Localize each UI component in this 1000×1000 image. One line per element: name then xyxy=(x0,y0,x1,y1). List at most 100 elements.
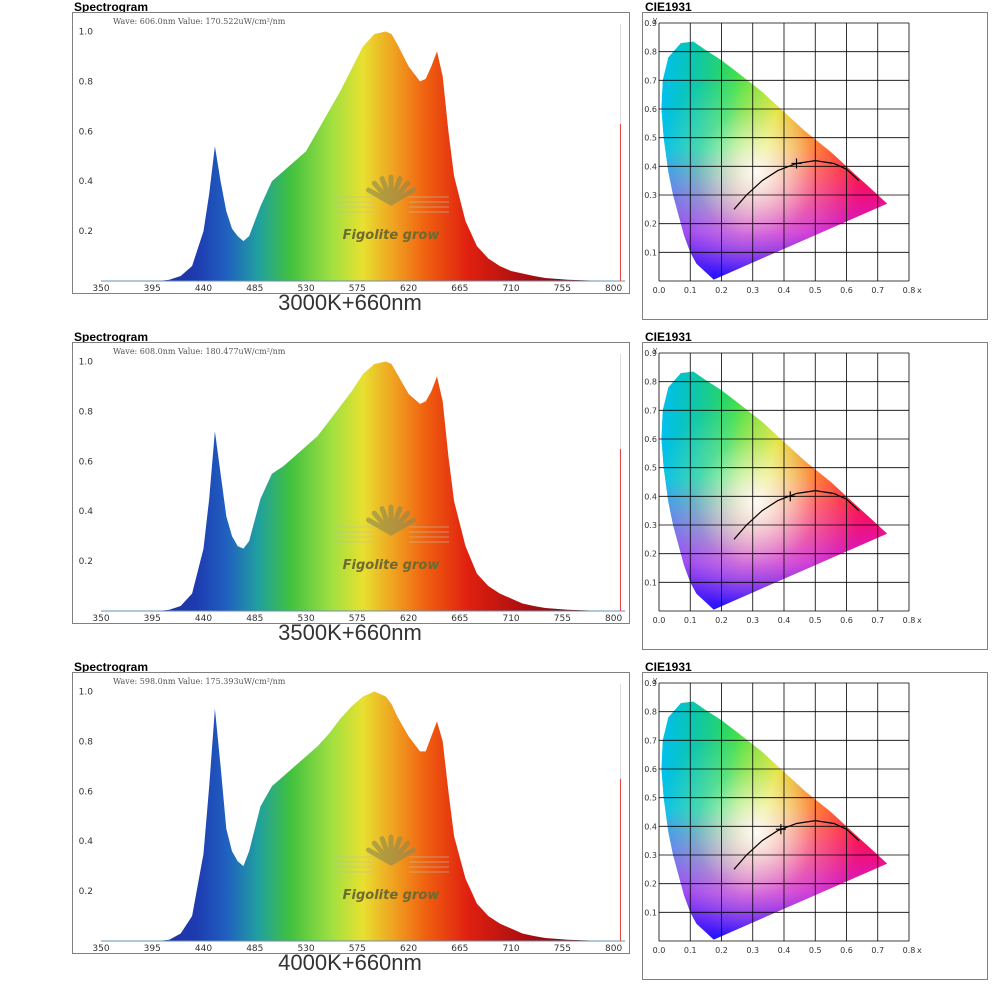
chart-caption: 3500K+660nm xyxy=(278,620,422,645)
cie-x-tick: 0.1 xyxy=(684,946,697,955)
cie-y-tick: 0.5 xyxy=(644,794,657,803)
cie-x-tick: 0.4 xyxy=(778,946,791,955)
cie-y-tick: 0.5 xyxy=(644,464,657,473)
spectrogram-title: Spectrogram xyxy=(74,330,149,344)
cursor-readout: Wave: 608.0nm Value: 180.477uW/cm²/nm xyxy=(113,347,286,356)
cie-x-tick: 0.3 xyxy=(746,946,759,955)
cie-y-tick: 0.1 xyxy=(644,578,657,587)
cie-title: CIE1931 xyxy=(645,0,692,14)
x-tick-label: 710 xyxy=(502,944,519,953)
chromaticity-point xyxy=(785,491,796,502)
cie-y-tick: 0.9 xyxy=(644,349,657,358)
y-tick-label: 0.4 xyxy=(79,507,94,517)
x-tick-label: 710 xyxy=(502,614,519,623)
x-tick-label: 575 xyxy=(349,944,366,953)
x-tick-label: 350 xyxy=(92,614,109,623)
x-tick-label: 440 xyxy=(195,944,212,953)
x-tick-label: 710 xyxy=(502,284,519,293)
cie-x-axis-label: x xyxy=(917,946,922,955)
x-tick-label: 800 xyxy=(605,284,622,293)
cie-x-tick: 0.5 xyxy=(809,946,822,955)
watermark-logo xyxy=(333,834,449,873)
cie-y-tick: 0.7 xyxy=(644,406,657,415)
cie-y-tick: 0.2 xyxy=(644,550,657,559)
cie-y-tick: 0.3 xyxy=(644,191,657,200)
x-tick-label: 395 xyxy=(144,614,161,623)
cie-x-tick: 0.7 xyxy=(871,286,884,295)
chart-caption: 3000K+660nm xyxy=(278,290,422,315)
cie-y-tick: 0.4 xyxy=(644,822,657,831)
cie-chart: 0.0 0.1 0.2 0.3 0.4 0.5 0.6 0.7 0.8 x0.90.80.70.6… xyxy=(644,346,922,625)
y-tick-label: 1.0 xyxy=(79,27,94,37)
planckian-locus xyxy=(733,819,860,870)
spectrogram-title: Spectrogram xyxy=(74,660,149,674)
cie-y-tick: 0.7 xyxy=(644,736,657,745)
x-tick-label: 530 xyxy=(297,284,314,293)
cie-y-tick: 0.8 xyxy=(644,48,657,57)
cie-x-tick: 0.8 xyxy=(903,616,916,625)
x-tick-label: 620 xyxy=(400,614,417,623)
cie-x-tick: 0.4 xyxy=(778,286,791,295)
x-tick-label: 800 xyxy=(605,614,622,623)
spectrum-area xyxy=(101,691,625,941)
y-tick-label: 1.0 xyxy=(79,687,94,697)
y-tick-label: 0.6 xyxy=(79,457,94,467)
watermark-text: Figolite grow xyxy=(343,228,441,243)
cie-y-tick: 0.9 xyxy=(644,679,657,688)
spectrogram-chart: Figolite grow 1.0 0.8 0.6 0.4 0.2 350 395 440 485… xyxy=(79,353,625,623)
cie-x-tick: 0.4 xyxy=(778,616,791,625)
cie-chart: 0.0 0.1 0.2 0.3 0.4 0.5 0.6 0.7 0.8 x0.90.80.70.6… xyxy=(644,16,922,295)
cie-x-tick: 0.2 xyxy=(715,286,728,295)
cie-y-tick: 0.8 xyxy=(644,378,657,387)
y-tick-label: 0.6 xyxy=(79,127,94,137)
cie-panel: 0.0 0.1 0.2 0.3 0.4 0.5 0.6 0.7 0.8 x 0.9 0.8 0.7 0.6… xyxy=(642,672,988,980)
cie-x-tick: 0.2 xyxy=(715,946,728,955)
cie-x-tick: 0.7 xyxy=(871,616,884,625)
x-tick-label: 575 xyxy=(349,284,366,293)
cie-y-tick: 0.9 xyxy=(644,19,657,28)
x-tick-label: 575 xyxy=(349,614,366,623)
spectrogram-chart: Figolite grow 1.0 0.8 0.6 0.4 0.2 350 395 440 485… xyxy=(79,683,625,953)
cie-y-tick: 0.7 xyxy=(644,76,657,85)
cie-x-tick: 0.0 xyxy=(653,616,666,625)
chart-row: Spectrogram CIE1931 Wave: 598.0nm Value: 1… xyxy=(0,660,1000,990)
x-tick-label: 755 xyxy=(554,944,571,953)
chart-row: Spectrogram CIE1931 Wave: 606.0nm Value: 1… xyxy=(0,0,1000,330)
x-tick-label: 755 xyxy=(554,284,571,293)
y-tick-label: 0.2 xyxy=(79,227,93,237)
cie-x-tick: 0.3 xyxy=(746,286,759,295)
spectrum-area xyxy=(101,31,625,281)
watermark-logo xyxy=(333,504,449,543)
y-tick-label: 0.8 xyxy=(79,77,94,87)
cie-x-tick: 0.1 xyxy=(684,286,697,295)
y-tick-label: 0.4 xyxy=(79,177,94,187)
cie-y-axis-label: y xyxy=(653,16,657,24)
chromaticity-point xyxy=(791,158,802,169)
cie-y-tick: 0.4 xyxy=(644,162,657,171)
x-tick-label: 530 xyxy=(297,944,314,953)
spectrogram-panel: Wave: 598.0nm Value: 175.393uW/cm²/nm Fig… xyxy=(72,672,630,954)
cie-chart: 0.0 0.1 0.2 0.3 0.4 0.5 0.6 0.7 0.8 x0.90.80.70.6… xyxy=(644,676,922,955)
cie-y-axis-label: y xyxy=(653,676,657,684)
cie-y-tick: 0.6 xyxy=(644,765,657,774)
watermark-text: Figolite grow xyxy=(343,888,441,903)
x-tick-label: 620 xyxy=(400,284,417,293)
watermark-text: Figolite grow xyxy=(343,558,441,573)
x-tick-label: 665 xyxy=(451,944,468,953)
cie-x-tick: 0.7 xyxy=(871,946,884,955)
spectrogram-chart: Figolite grow 1.0 0.8 0.6 0.4 0.2 350 395 440 485… xyxy=(79,23,625,293)
y-tick-label: 0.8 xyxy=(79,407,94,417)
x-tick-label: 800 xyxy=(605,944,622,953)
cie-y-tick: 0.1 xyxy=(644,908,657,917)
cie-y-tick: 0.1 xyxy=(644,248,657,257)
chart-caption: 4000K+660nm xyxy=(278,950,422,975)
cie-y-tick: 0.3 xyxy=(644,851,657,860)
chart-row: Spectrogram CIE1931 Wave: 608.0nm Value: 1… xyxy=(0,330,1000,660)
watermark-logo xyxy=(333,174,449,213)
cie-y-axis-label: y xyxy=(653,346,657,354)
x-tick-label: 530 xyxy=(297,614,314,623)
cie-title: CIE1931 xyxy=(645,330,692,344)
x-tick-label: 485 xyxy=(246,284,263,293)
cie-panel: 0.0 0.1 0.2 0.3 0.4 0.5 0.6 0.7 0.8 x 0.9 0.8 0.7 0.6… xyxy=(642,342,988,650)
cie-x-axis-label: x xyxy=(917,616,922,625)
